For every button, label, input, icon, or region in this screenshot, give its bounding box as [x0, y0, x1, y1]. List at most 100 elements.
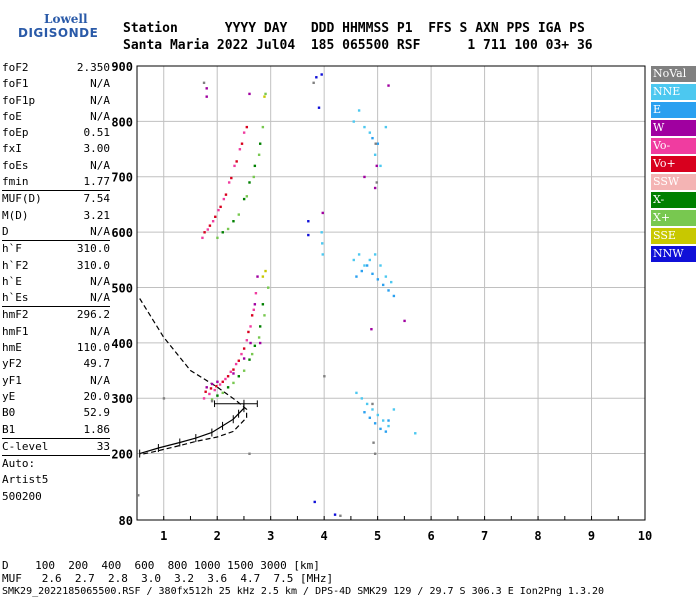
- point-vo-: [208, 392, 211, 396]
- point-nne: [368, 258, 372, 262]
- point-nnw: [320, 73, 323, 76]
- y-tick-label: 500: [111, 281, 133, 295]
- point-x-: [237, 375, 240, 378]
- legend-item-nnw: NNW: [651, 246, 696, 262]
- point-vo-: [254, 292, 258, 295]
- param-name: C-level: [2, 439, 49, 453]
- param-row: B0 52.9: [2, 405, 110, 421]
- param-name: yE: [2, 389, 16, 403]
- param-row: Auto:: [2, 456, 110, 472]
- point-w: [363, 175, 366, 179]
- param-separator: [2, 190, 110, 192]
- y-tick-label: 300: [111, 392, 133, 406]
- plot-frame: [136, 65, 646, 521]
- point-noval: [374, 142, 377, 145]
- point-e: [368, 416, 372, 419]
- trace-curve: [139, 403, 245, 455]
- point-x-: [237, 213, 240, 216]
- point-x-: [245, 195, 249, 198]
- point-x-: [253, 164, 257, 168]
- point-noval: [248, 452, 251, 455]
- point-x-: [232, 381, 235, 385]
- point-vo-: [242, 347, 246, 350]
- param-name: yF1: [2, 373, 22, 387]
- x-tick-label: 1: [160, 529, 167, 543]
- point-vo-: [237, 359, 240, 362]
- distance-row: D 100 200 400 600 800 1000 1500 3000 [km…: [2, 559, 320, 572]
- point-nne: [368, 131, 372, 134]
- point-sse: [263, 95, 266, 98]
- point-e: [387, 289, 390, 292]
- y-tick-label: 400: [111, 337, 133, 351]
- point-nne: [355, 391, 358, 395]
- y-tick-label: 200: [111, 448, 133, 462]
- param-row: foF2 2.350: [2, 60, 110, 76]
- point-nne: [384, 275, 388, 278]
- point-nne: [376, 413, 380, 417]
- legend-item-sse: SSE: [651, 228, 696, 244]
- param-name: fxI: [2, 142, 22, 156]
- point-e: [365, 264, 369, 267]
- point-vo-: [233, 164, 236, 168]
- point-x-: [242, 369, 246, 372]
- legend-item-e: E: [651, 102, 696, 118]
- param-row: hmF2 296.2: [2, 307, 110, 323]
- point-w: [249, 341, 252, 345]
- point-vo-: [213, 388, 216, 392]
- param-value: 20.0: [83, 389, 111, 403]
- y-tick-label: 800: [111, 115, 133, 129]
- point-nne: [363, 125, 366, 129]
- point-x-: [252, 175, 255, 179]
- point-noval: [339, 514, 342, 517]
- plot-points: [137, 73, 417, 517]
- point-nnw: [307, 233, 310, 237]
- legend-item-w: W: [651, 120, 696, 136]
- point-vo-: [221, 380, 224, 383]
- point-x-: [210, 398, 214, 401]
- param-row: foEs N/A: [2, 158, 110, 174]
- point-vo-: [250, 314, 254, 317]
- point-x-: [258, 325, 262, 328]
- point-vo-: [235, 160, 238, 163]
- point-vo-: [230, 176, 233, 180]
- point-w: [248, 92, 251, 96]
- legend-item-ssw: SSW: [651, 174, 696, 190]
- point-noval: [372, 441, 375, 444]
- point-vo-: [219, 205, 222, 209]
- point-e: [381, 283, 385, 287]
- param-value: N/A: [90, 224, 110, 238]
- param-row: h`Es N/A: [2, 290, 110, 306]
- param-row: hmF1 N/A: [2, 324, 110, 340]
- param-value: 296.2: [76, 308, 110, 322]
- param-row: yF1 N/A: [2, 373, 110, 389]
- logo-line2: DIGISONDE: [18, 26, 99, 40]
- point-nnw: [313, 500, 316, 504]
- param-value: N/A: [90, 93, 110, 107]
- point-nne: [387, 424, 390, 428]
- point-e: [355, 275, 358, 278]
- param-separator: [2, 455, 110, 457]
- param-value: N/A: [90, 77, 110, 91]
- point-nne: [384, 125, 388, 129]
- point-nne: [320, 231, 323, 234]
- point-nne: [392, 408, 396, 411]
- point-vo-: [206, 228, 209, 231]
- point-vo-: [240, 352, 243, 356]
- param-row: foF1 N/A: [2, 76, 110, 92]
- point-w: [242, 357, 246, 360]
- legend-item-vo-: Vo-: [651, 138, 696, 154]
- point-vo-: [226, 375, 230, 378]
- point-w: [370, 327, 373, 331]
- y-tick-label: 900: [111, 60, 133, 74]
- param-value: N/A: [90, 324, 110, 338]
- point-vo-: [234, 362, 238, 366]
- param-row: h`E N/A: [2, 274, 110, 290]
- distance-muf-table: D 100 200 400 600 800 1000 1500 3000 [km…: [2, 559, 333, 585]
- param-value: N/A: [90, 274, 110, 288]
- point-w: [253, 303, 257, 306]
- x-tick-label: 9: [588, 529, 595, 543]
- y-tick-label: 600: [111, 226, 133, 240]
- point-nnw: [315, 76, 318, 79]
- file-info-line: SMK29_2022185065500.RSF / 380fx512h 25 k…: [2, 586, 605, 597]
- point-sse: [261, 275, 265, 278]
